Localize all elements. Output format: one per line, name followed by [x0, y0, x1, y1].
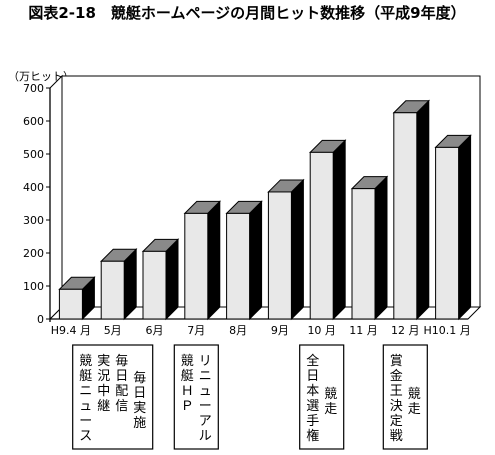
bar: [267, 178, 305, 321]
annotation-text: リニューアル: [199, 354, 212, 444]
y-tick-label: 400: [23, 181, 44, 194]
bar-side: [416, 99, 430, 321]
annotations: 競艇ニュース実況中継毎日配信毎日実施競艇ＨＰリニューアル全日本選手権競走賞金王決…: [72, 344, 428, 450]
y-tick-label: 300: [23, 214, 44, 227]
bar-side: [332, 139, 346, 321]
annotation-text: 全日本選手権: [306, 353, 319, 444]
bars: [58, 99, 472, 321]
bar-front: [393, 112, 418, 320]
bar: [225, 200, 263, 321]
x-tick-label: H9.4 月: [51, 324, 91, 337]
annotation-frame: [299, 344, 345, 450]
annotation-frame: [72, 344, 154, 450]
bar-side: [458, 134, 472, 321]
x-tick-label: H10.1 月: [423, 324, 470, 337]
bar: [434, 134, 472, 321]
annotation-frame: [173, 344, 219, 450]
bar-side: [249, 200, 263, 321]
bar-side: [290, 178, 304, 321]
bar: [58, 276, 96, 321]
bar-front: [184, 212, 209, 320]
x-tick-label: 7月: [187, 324, 205, 337]
annotation-text: 競艇ＨＰ: [181, 354, 194, 414]
annotation-text: 毎日実施: [133, 370, 146, 431]
annotation-text: 賞金王決定戦: [390, 354, 403, 444]
annotation-text: 競走: [408, 387, 421, 417]
annotation-frame: [382, 344, 428, 450]
x-tick-label: 8月: [229, 324, 247, 337]
x-tick-label: 6月: [146, 324, 164, 337]
bar: [308, 139, 347, 321]
bar-front: [142, 250, 167, 320]
y-tick-label: 500: [23, 148, 44, 161]
x-tick-label: 5月: [104, 324, 122, 337]
x-tick-label: 9月: [271, 324, 289, 337]
bar-front: [309, 151, 334, 320]
x-tick-label: 12 月: [391, 324, 420, 337]
bar-side: [165, 238, 179, 321]
y-axis-ticks: 0 100 200 300 400 500 600 700: [23, 82, 50, 326]
left-wall: [49, 74, 63, 321]
annotation-text: 競走: [324, 387, 337, 417]
bar-front: [267, 191, 292, 320]
bar-front: [100, 260, 125, 320]
bar-front: [58, 288, 83, 320]
y-axis-label: （万ヒット）: [8, 70, 74, 83]
y-tick-label: 200: [23, 247, 44, 260]
bar-front: [351, 188, 376, 320]
bar-side: [374, 175, 388, 321]
bar-front: [226, 212, 251, 320]
bar: [183, 200, 222, 321]
y-tick-label: 0: [37, 313, 44, 326]
x-tick-label: 10 月: [307, 324, 336, 337]
annotation-text: 実況中継: [97, 353, 110, 414]
bar-side: [207, 200, 221, 321]
bar: [99, 248, 138, 321]
annotation-box: 競艇ＨＰ リニューアル: [173, 344, 219, 450]
y-tick-label: 700: [23, 82, 44, 95]
annotation-text: 毎日配信: [115, 353, 128, 414]
bar: [141, 238, 180, 321]
annotation-text: 競艇ニュース: [79, 354, 92, 444]
chart-title: 図表2-18 競艇ホームページの月間ヒット数推移（平成9年度）: [28, 4, 465, 22]
bar-front: [435, 146, 460, 320]
bar: [350, 175, 389, 321]
y-tick-label: 100: [23, 280, 44, 293]
x-axis-ticks: H9.4 月 5月 6月 7月 8月 9月 10 月 11 月 12 月 H10.1 月: [51, 324, 471, 337]
x-tick-label: 11 月: [349, 324, 378, 337]
y-tick-label: 600: [23, 115, 44, 128]
bar: [392, 99, 431, 321]
